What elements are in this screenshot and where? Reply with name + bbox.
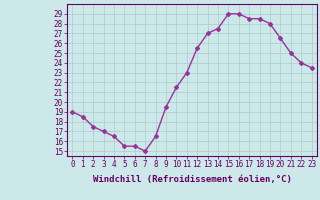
X-axis label: Windchill (Refroidissement éolien,°C): Windchill (Refroidissement éolien,°C): [92, 175, 292, 184]
